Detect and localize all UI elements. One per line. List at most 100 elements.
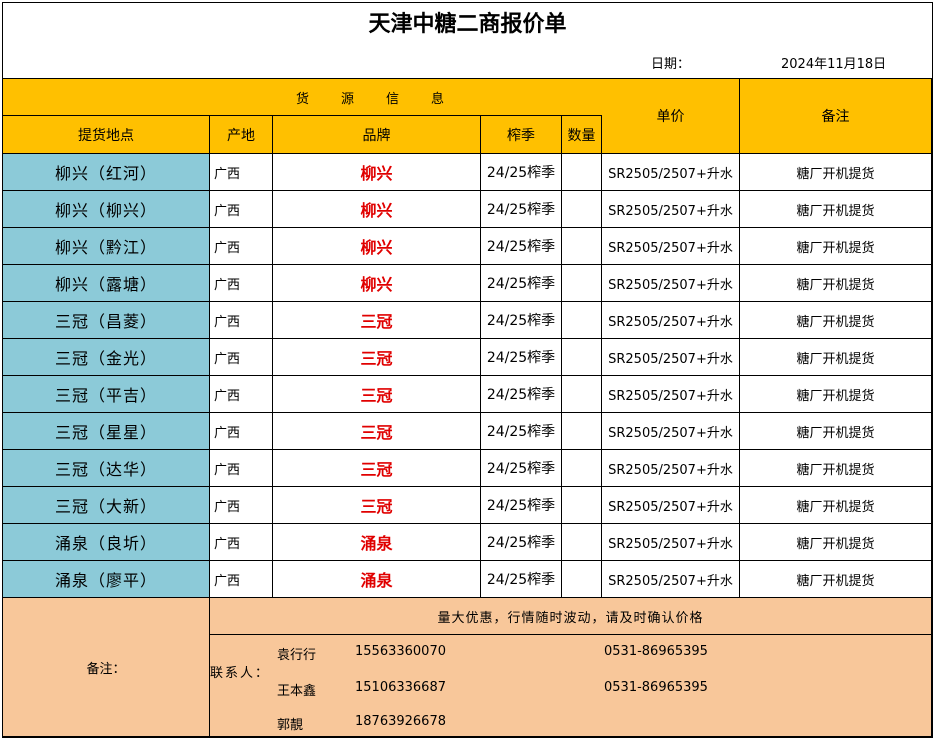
origin-cell: 广西 — [210, 154, 273, 191]
brand-cell: 柳兴 — [273, 265, 481, 302]
season-cell: 24/25榨季 — [481, 413, 562, 450]
contact-mobile: 18763926678 — [355, 714, 446, 729]
price-cell: SR2505/2507+升水 — [602, 450, 740, 487]
origin-cell: 广西 — [210, 524, 273, 561]
price-cell: SR2505/2507+升水 — [602, 154, 740, 191]
remark-cell: 糖厂开机提货 — [740, 191, 932, 228]
origin-cell: 广西 — [210, 413, 273, 450]
origin-cell: 广西 — [210, 376, 273, 413]
quantity-cell — [562, 376, 602, 413]
origin-cell: 广西 — [210, 487, 273, 524]
brand-cell: 涌泉 — [273, 524, 481, 561]
remark-cell: 糖厂开机提货 — [740, 413, 932, 450]
origin-cell: 广西 — [210, 191, 273, 228]
origin-cell: 广西 — [210, 339, 273, 376]
footer-label: 备注： — [3, 598, 210, 737]
location-cell: 涌泉（良圻） — [3, 524, 210, 561]
price-cell: SR2505/2507+升水 — [602, 561, 740, 598]
header-brand: 品牌 — [273, 116, 481, 154]
contact-mobile: 15106336687 — [355, 680, 446, 695]
location-cell: 柳兴（红河） — [3, 154, 210, 191]
location-cell: 柳兴（黔江） — [3, 228, 210, 265]
price-cell: SR2505/2507+升水 — [602, 413, 740, 450]
price-cell: SR2505/2507+升水 — [602, 302, 740, 339]
brand-cell: 三冠 — [273, 302, 481, 339]
header-season: 榨季 — [481, 116, 562, 154]
brand-cell: 柳兴 — [273, 191, 481, 228]
remark-cell: 糖厂开机提货 — [740, 265, 932, 302]
header-origin: 产地 — [210, 116, 273, 154]
contact-label: 联系人： — [210, 666, 271, 681]
brand-cell: 柳兴 — [273, 228, 481, 265]
contact-name: 王本鑫 — [277, 684, 317, 699]
price-cell: SR2505/2507+升水 — [602, 524, 740, 561]
origin-cell: 广西 — [210, 302, 273, 339]
quantity-cell — [562, 265, 602, 302]
brand-cell: 三冠 — [273, 413, 481, 450]
season-cell: 24/25榨季 — [481, 524, 562, 561]
brand-cell: 柳兴 — [273, 154, 481, 191]
date-value: 2024年11月18日 — [781, 57, 887, 72]
location-cell: 三冠（大新） — [3, 487, 210, 524]
season-cell: 24/25榨季 — [481, 376, 562, 413]
quantity-cell — [562, 228, 602, 265]
remark-cell: 糖厂开机提货 — [740, 524, 932, 561]
remark-cell: 糖厂开机提货 — [740, 561, 932, 598]
table-top-border — [3, 78, 932, 79]
location-cell: 三冠（达华） — [3, 450, 210, 487]
contact-phone: 0531-86965395 — [604, 680, 708, 695]
brand-cell: 三冠 — [273, 376, 481, 413]
price-cell: SR2505/2507+升水 — [602, 376, 740, 413]
origin-cell: 广西 — [210, 561, 273, 598]
quantity-cell — [562, 524, 602, 561]
footer-notice: 量大优惠，行情随时波动，请及时确认价格 — [210, 598, 932, 635]
location-cell: 三冠（星星） — [3, 413, 210, 450]
location-cell: 柳兴（柳兴） — [3, 191, 210, 228]
remark-cell: 糖厂开机提货 — [740, 302, 932, 339]
remark-cell: 糖厂开机提货 — [740, 339, 932, 376]
location-cell: 三冠（平吉） — [3, 376, 210, 413]
price-cell: SR2505/2507+升水 — [602, 339, 740, 376]
season-cell: 24/25榨季 — [481, 154, 562, 191]
header-location: 提货地点 — [3, 116, 210, 154]
header-quantity: 数量 — [562, 116, 602, 154]
quantity-cell — [562, 154, 602, 191]
contact-mobile: 15563360070 — [355, 644, 446, 659]
price-cell: SR2505/2507+升水 — [602, 487, 740, 524]
origin-cell: 广西 — [210, 450, 273, 487]
brand-cell: 三冠 — [273, 450, 481, 487]
quantity-cell — [562, 450, 602, 487]
contact-block: 联系人： 袁行行 15563360070 0531-86965395 王本鑫 151063… — [210, 635, 932, 737]
header-price: 单价 — [602, 79, 740, 154]
season-cell: 24/25榨季 — [481, 339, 562, 376]
price-cell: SR2505/2507+升水 — [602, 191, 740, 228]
season-cell: 24/25榨季 — [481, 561, 562, 598]
contact-name: 郭靚 — [277, 718, 304, 733]
remark-cell: 糖厂开机提货 — [740, 450, 932, 487]
quantity-cell — [562, 302, 602, 339]
remark-cell: 糖厂开机提货 — [740, 487, 932, 524]
brand-cell: 涌泉 — [273, 561, 481, 598]
price-cell: SR2505/2507+升水 — [602, 265, 740, 302]
remark-cell: 糖厂开机提货 — [740, 154, 932, 191]
remark-cell: 糖厂开机提货 — [740, 376, 932, 413]
price-cell: SR2505/2507+升水 — [602, 228, 740, 265]
season-cell: 24/25榨季 — [481, 302, 562, 339]
brand-cell: 三冠 — [273, 339, 481, 376]
brand-cell: 三冠 — [273, 487, 481, 524]
quantity-cell — [562, 339, 602, 376]
quantity-cell — [562, 561, 602, 598]
location-cell: 涌泉（廖平） — [3, 561, 210, 598]
quantity-cell — [562, 191, 602, 228]
contact-phone: 0531-86965395 — [604, 644, 708, 659]
date-label: 日期： — [651, 57, 691, 72]
origin-cell: 广西 — [210, 265, 273, 302]
location-cell: 三冠（昌菱） — [3, 302, 210, 339]
contact-name: 袁行行 — [277, 648, 317, 663]
origin-cell: 广西 — [210, 228, 273, 265]
season-cell: 24/25榨季 — [481, 450, 562, 487]
season-cell: 24/25榨季 — [481, 228, 562, 265]
location-cell: 三冠（金光） — [3, 339, 210, 376]
season-cell: 24/25榨季 — [481, 265, 562, 302]
